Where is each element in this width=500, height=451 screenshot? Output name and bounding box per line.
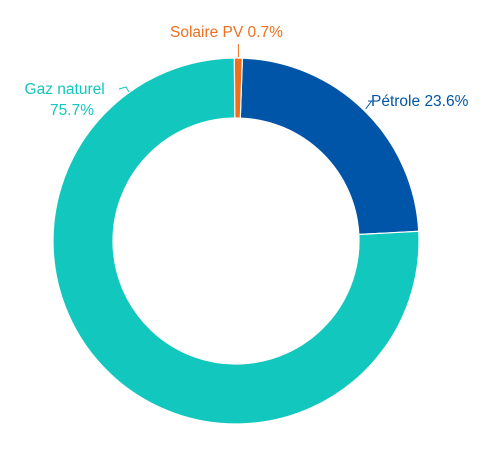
petrole-label-name: Pétrole [371,93,420,110]
petrole-label: Pétrole 23.6% [371,93,469,110]
gaz-naturel-label: Gaz naturel 75.7% [25,81,109,119]
donut-slices [52,57,420,425]
slice-labels: Pétrole 23.6% Gaz naturel 75.7% Solaire … [25,24,469,119]
gaz-naturel-label-value: 75.7% [50,102,94,119]
petrole-leader-line [365,100,373,110]
gaz-naturel-leader-line [118,86,130,93]
petrole-label-value: 23.6% [424,93,468,110]
solaire-pv-label-name: Solaire PV [170,24,244,41]
solaire-pv-slice [233,57,244,119]
solaire-pv-label-value: 0.7% [248,24,284,41]
petrole-slice [239,57,420,236]
solaire-pv-label: Solaire PV 0.7% [170,24,283,41]
gaz-naturel-slice [52,57,420,425]
gaz-naturel-label-name: Gaz naturel [25,81,105,98]
